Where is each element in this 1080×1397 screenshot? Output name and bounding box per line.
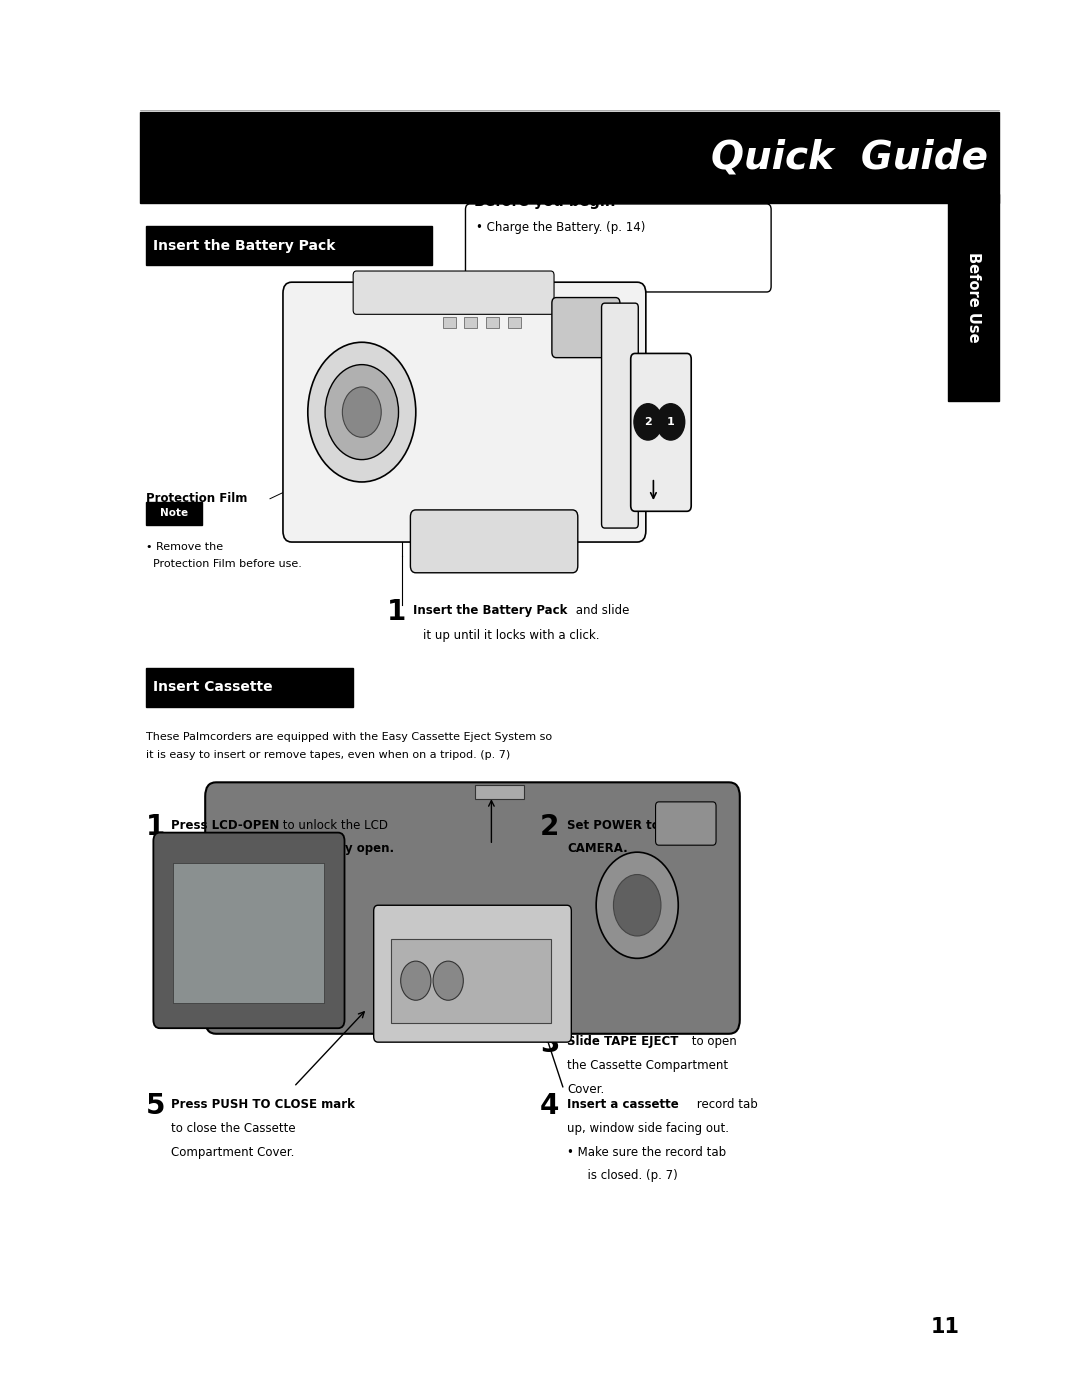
FancyBboxPatch shape xyxy=(656,802,716,845)
Text: swing it fully open.: swing it fully open. xyxy=(267,842,394,855)
Text: Protection Film before use.: Protection Film before use. xyxy=(146,559,301,569)
FancyBboxPatch shape xyxy=(631,353,691,511)
Text: the Cassette Compartment: the Cassette Compartment xyxy=(567,1059,728,1071)
FancyBboxPatch shape xyxy=(153,833,345,1028)
Circle shape xyxy=(401,961,431,1000)
Text: and slide: and slide xyxy=(572,604,630,616)
Text: 5: 5 xyxy=(146,1092,165,1120)
Text: Protection Film: Protection Film xyxy=(146,492,247,506)
FancyBboxPatch shape xyxy=(283,282,646,542)
Text: record tab: record tab xyxy=(693,1098,758,1111)
Text: up, window side facing out.: up, window side facing out. xyxy=(567,1122,729,1134)
Text: Slide TAPE EJECT: Slide TAPE EJECT xyxy=(567,1035,678,1048)
Text: to open: to open xyxy=(688,1035,737,1048)
Circle shape xyxy=(634,404,662,440)
Text: monitor, and: monitor, and xyxy=(171,842,251,855)
Text: Set POWER to VCR or: Set POWER to VCR or xyxy=(567,819,708,831)
Text: • Remove the: • Remove the xyxy=(146,542,222,552)
Text: Before you begin: Before you begin xyxy=(474,194,616,208)
Bar xyxy=(146,502,202,525)
Text: is closed. (p. 7): is closed. (p. 7) xyxy=(580,1169,678,1182)
Text: Insert the Battery Pack: Insert the Battery Pack xyxy=(413,604,567,616)
Circle shape xyxy=(325,365,399,460)
Text: Quick  Guide: Quick Guide xyxy=(712,138,988,176)
FancyBboxPatch shape xyxy=(353,271,554,314)
Text: 1: 1 xyxy=(666,416,675,427)
Text: 2: 2 xyxy=(644,416,652,427)
FancyBboxPatch shape xyxy=(374,905,571,1042)
Bar xyxy=(486,317,499,328)
Text: 2: 2 xyxy=(540,813,559,841)
Text: 4: 4 xyxy=(540,1092,559,1120)
Text: Insert a cassette: Insert a cassette xyxy=(567,1098,678,1111)
Text: CAMERA.: CAMERA. xyxy=(567,842,627,855)
Circle shape xyxy=(433,961,463,1000)
Text: Press LCD-OPEN: Press LCD-OPEN xyxy=(171,819,279,831)
Text: 3: 3 xyxy=(540,1030,559,1058)
Text: • Make sure the record tab: • Make sure the record tab xyxy=(567,1146,726,1158)
Text: Press PUSH TO CLOSE mark: Press PUSH TO CLOSE mark xyxy=(171,1098,354,1111)
Circle shape xyxy=(596,852,678,958)
Text: to unlock the LCD: to unlock the LCD xyxy=(279,819,388,831)
FancyBboxPatch shape xyxy=(410,510,578,573)
Text: • Charge the Battery. (p. 14): • Charge the Battery. (p. 14) xyxy=(476,221,646,233)
Text: it is easy to insert or remove tapes, even when on a tripod. (p. 7): it is easy to insert or remove tapes, ev… xyxy=(146,750,510,760)
Circle shape xyxy=(308,342,416,482)
Text: These Palmcorders are equipped with the Easy Cassette Eject System so: These Palmcorders are equipped with the … xyxy=(146,732,552,742)
Text: to close the Cassette: to close the Cassette xyxy=(171,1122,295,1134)
FancyBboxPatch shape xyxy=(205,782,740,1034)
Text: Cover.: Cover. xyxy=(567,1083,604,1095)
Text: Compartment Cover.: Compartment Cover. xyxy=(171,1146,294,1158)
Text: Insert the Battery Pack: Insert the Battery Pack xyxy=(153,239,336,253)
Text: 11: 11 xyxy=(931,1317,960,1337)
FancyBboxPatch shape xyxy=(602,303,638,528)
Bar xyxy=(443,317,456,328)
Circle shape xyxy=(342,387,381,437)
Text: Insert Cassette: Insert Cassette xyxy=(153,680,273,694)
FancyBboxPatch shape xyxy=(465,204,771,292)
Bar xyxy=(948,194,999,401)
Bar xyxy=(508,317,521,328)
Bar xyxy=(475,785,524,799)
FancyBboxPatch shape xyxy=(552,298,620,358)
Bar xyxy=(464,317,477,328)
Text: Note: Note xyxy=(160,509,188,518)
Bar xyxy=(391,939,551,1023)
Bar xyxy=(173,863,324,1003)
Text: Before Use: Before Use xyxy=(967,253,981,342)
Circle shape xyxy=(657,404,685,440)
Bar xyxy=(146,226,432,265)
Circle shape xyxy=(613,875,661,936)
Bar xyxy=(146,668,353,707)
Text: 1: 1 xyxy=(146,813,165,841)
Text: 1: 1 xyxy=(387,598,406,626)
Bar xyxy=(140,112,999,203)
Text: it up until it locks with a click.: it up until it locks with a click. xyxy=(423,629,599,641)
